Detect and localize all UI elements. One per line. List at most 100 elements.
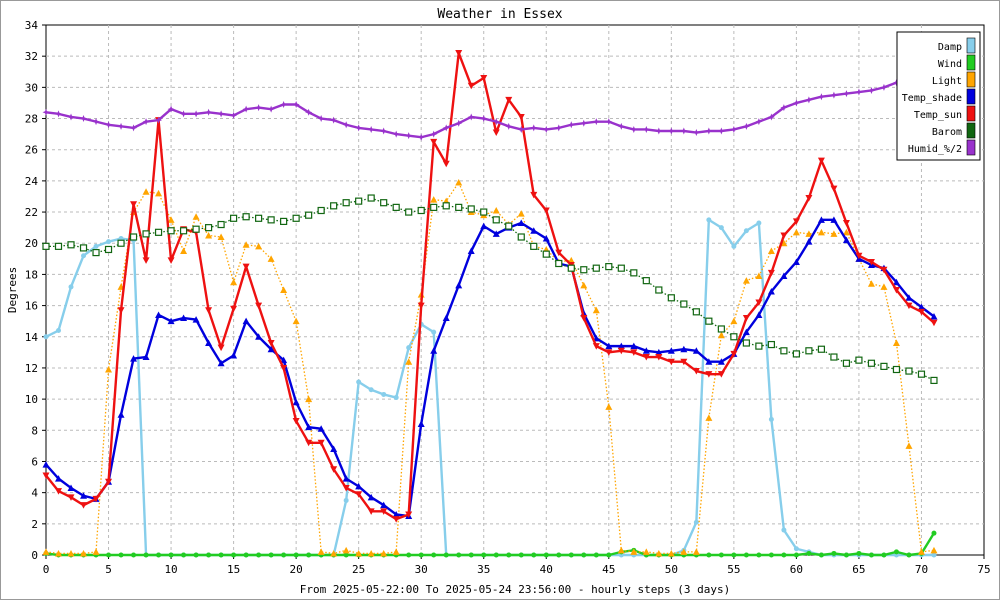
data-point <box>143 552 149 558</box>
data-point <box>55 549 63 557</box>
x-tick-label: 65 <box>852 563 865 576</box>
data-point <box>805 230 813 237</box>
data-point <box>767 247 775 255</box>
data-point <box>480 75 488 82</box>
data-point <box>931 552 937 558</box>
data-point <box>392 510 400 518</box>
data-point <box>755 118 763 126</box>
legend-swatch <box>966 105 976 122</box>
legend-swatch <box>966 54 976 71</box>
legend-swatch <box>966 122 976 139</box>
legend-label: Temp_sun <box>914 110 962 121</box>
series-line-light <box>45 181 935 555</box>
data-point <box>505 222 513 230</box>
data-point <box>892 287 900 294</box>
data-point <box>180 110 188 118</box>
data-point <box>567 264 575 272</box>
data-point <box>767 269 775 277</box>
data-point <box>867 258 875 266</box>
y-tick-label: 34 <box>25 19 39 32</box>
data-point <box>830 185 838 193</box>
data-point <box>242 263 250 271</box>
data-point <box>205 339 213 346</box>
data-point <box>192 225 200 233</box>
data-point <box>167 216 175 223</box>
data-point <box>705 317 713 325</box>
data-point <box>481 552 487 558</box>
data-point <box>793 546 799 552</box>
data-point <box>167 105 175 113</box>
data-point <box>181 552 187 558</box>
data-point <box>905 442 913 449</box>
data-point <box>792 228 800 236</box>
data-point <box>405 358 413 365</box>
data-point <box>380 501 388 509</box>
data-point <box>717 371 725 378</box>
y-tick-label: 10 <box>25 393 38 406</box>
data-point <box>530 242 538 250</box>
data-point <box>205 231 213 239</box>
data-point <box>592 118 600 126</box>
data-point <box>492 216 500 224</box>
data-point <box>192 213 200 220</box>
data-point <box>179 227 188 235</box>
data-point <box>680 548 688 555</box>
data-point <box>805 238 813 245</box>
data-point <box>355 491 363 498</box>
data-point <box>355 482 363 490</box>
data-point <box>442 314 450 322</box>
series-lines <box>42 50 938 558</box>
data-point <box>743 552 749 558</box>
data-point <box>367 508 375 515</box>
data-point <box>367 549 375 557</box>
data-point <box>917 303 925 311</box>
data-point <box>355 124 363 132</box>
data-point <box>117 239 125 247</box>
data-point <box>568 552 574 558</box>
data-point <box>642 125 650 133</box>
data-point <box>355 549 363 557</box>
data-point <box>617 342 625 350</box>
data-point <box>680 300 688 308</box>
data-point <box>55 475 63 482</box>
data-point <box>630 548 638 555</box>
x-tick-label: 60 <box>790 563 803 576</box>
data-point <box>755 311 763 318</box>
x-tick-label: 15 <box>227 563 240 576</box>
data-point <box>868 552 874 558</box>
data-point <box>168 552 174 558</box>
data-point <box>931 530 937 536</box>
data-point <box>867 280 875 287</box>
x-tick-label: 55 <box>727 563 740 576</box>
series-wind <box>43 530 937 558</box>
data-point <box>367 493 375 501</box>
data-point <box>305 395 313 403</box>
data-point <box>917 308 925 316</box>
y-tick-label: 2 <box>31 518 38 531</box>
data-point <box>717 127 725 135</box>
data-point <box>155 189 163 197</box>
data-point <box>380 549 388 557</box>
data-point <box>592 264 600 272</box>
data-point <box>542 207 550 214</box>
data-point <box>592 306 600 314</box>
data-point <box>217 233 225 240</box>
legend-swatch <box>966 37 976 54</box>
data-point <box>105 478 113 486</box>
data-point <box>642 548 650 555</box>
data-point <box>717 358 725 365</box>
data-point <box>330 202 338 210</box>
data-point <box>167 257 175 264</box>
data-point <box>93 243 99 249</box>
data-point <box>292 417 300 425</box>
y-tick-label: 26 <box>25 144 38 157</box>
data-point <box>755 299 763 306</box>
data-point <box>543 552 549 558</box>
data-point <box>267 340 275 347</box>
data-point <box>292 398 300 406</box>
series-temp-shade <box>42 216 938 520</box>
data-point <box>118 552 124 558</box>
data-point <box>455 281 463 289</box>
data-point <box>756 552 762 558</box>
data-point <box>917 370 926 378</box>
